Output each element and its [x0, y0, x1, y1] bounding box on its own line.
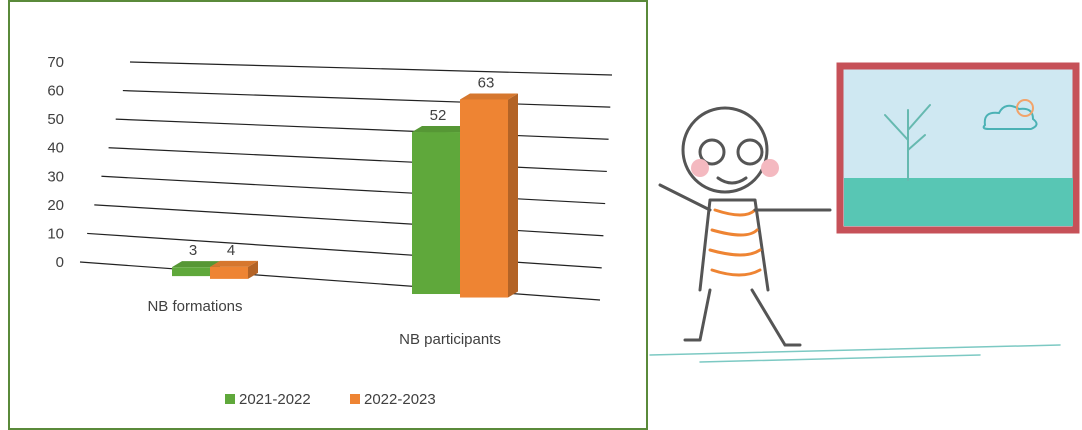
grid-line [94, 204, 604, 237]
bar-top [210, 260, 258, 267]
y-tick-label: 30 [47, 168, 64, 185]
grid-line [101, 175, 606, 205]
grid-line [108, 147, 607, 173]
chart-frame [8, 0, 648, 430]
bar-side [248, 260, 258, 279]
legend-swatch [350, 394, 360, 404]
bar-top [412, 126, 470, 133]
y-tick-label: 20 [47, 197, 64, 214]
grid-line [129, 61, 613, 76]
legend-swatch [225, 394, 235, 404]
bar-side [508, 93, 518, 298]
bar [210, 266, 248, 279]
bar [412, 132, 460, 295]
y-tick-label: 0 [56, 254, 64, 271]
grid-line [115, 118, 609, 140]
y-tick-label: 50 [47, 111, 64, 128]
y-tick-label: 60 [47, 83, 64, 100]
y-tick-label: 40 [47, 140, 64, 157]
y-tick-label: 70 [47, 54, 64, 71]
bar [172, 267, 210, 277]
data-label: 4 [227, 242, 235, 259]
data-label: 52 [430, 107, 447, 124]
data-label: 63 [478, 74, 495, 91]
bar-top [460, 93, 518, 100]
x-tick-label: NB formations [147, 298, 242, 315]
grid-line [122, 89, 611, 108]
y-tick-label: 10 [47, 225, 64, 242]
bar-top [172, 261, 220, 268]
legend-label: 2021-2022 [239, 391, 311, 408]
x-tick-label: NB participants [399, 331, 501, 348]
bar [460, 99, 508, 298]
illustration [649, 62, 1080, 363]
legend-label: 2022-2023 [364, 391, 436, 408]
data-label: 3 [189, 242, 197, 259]
